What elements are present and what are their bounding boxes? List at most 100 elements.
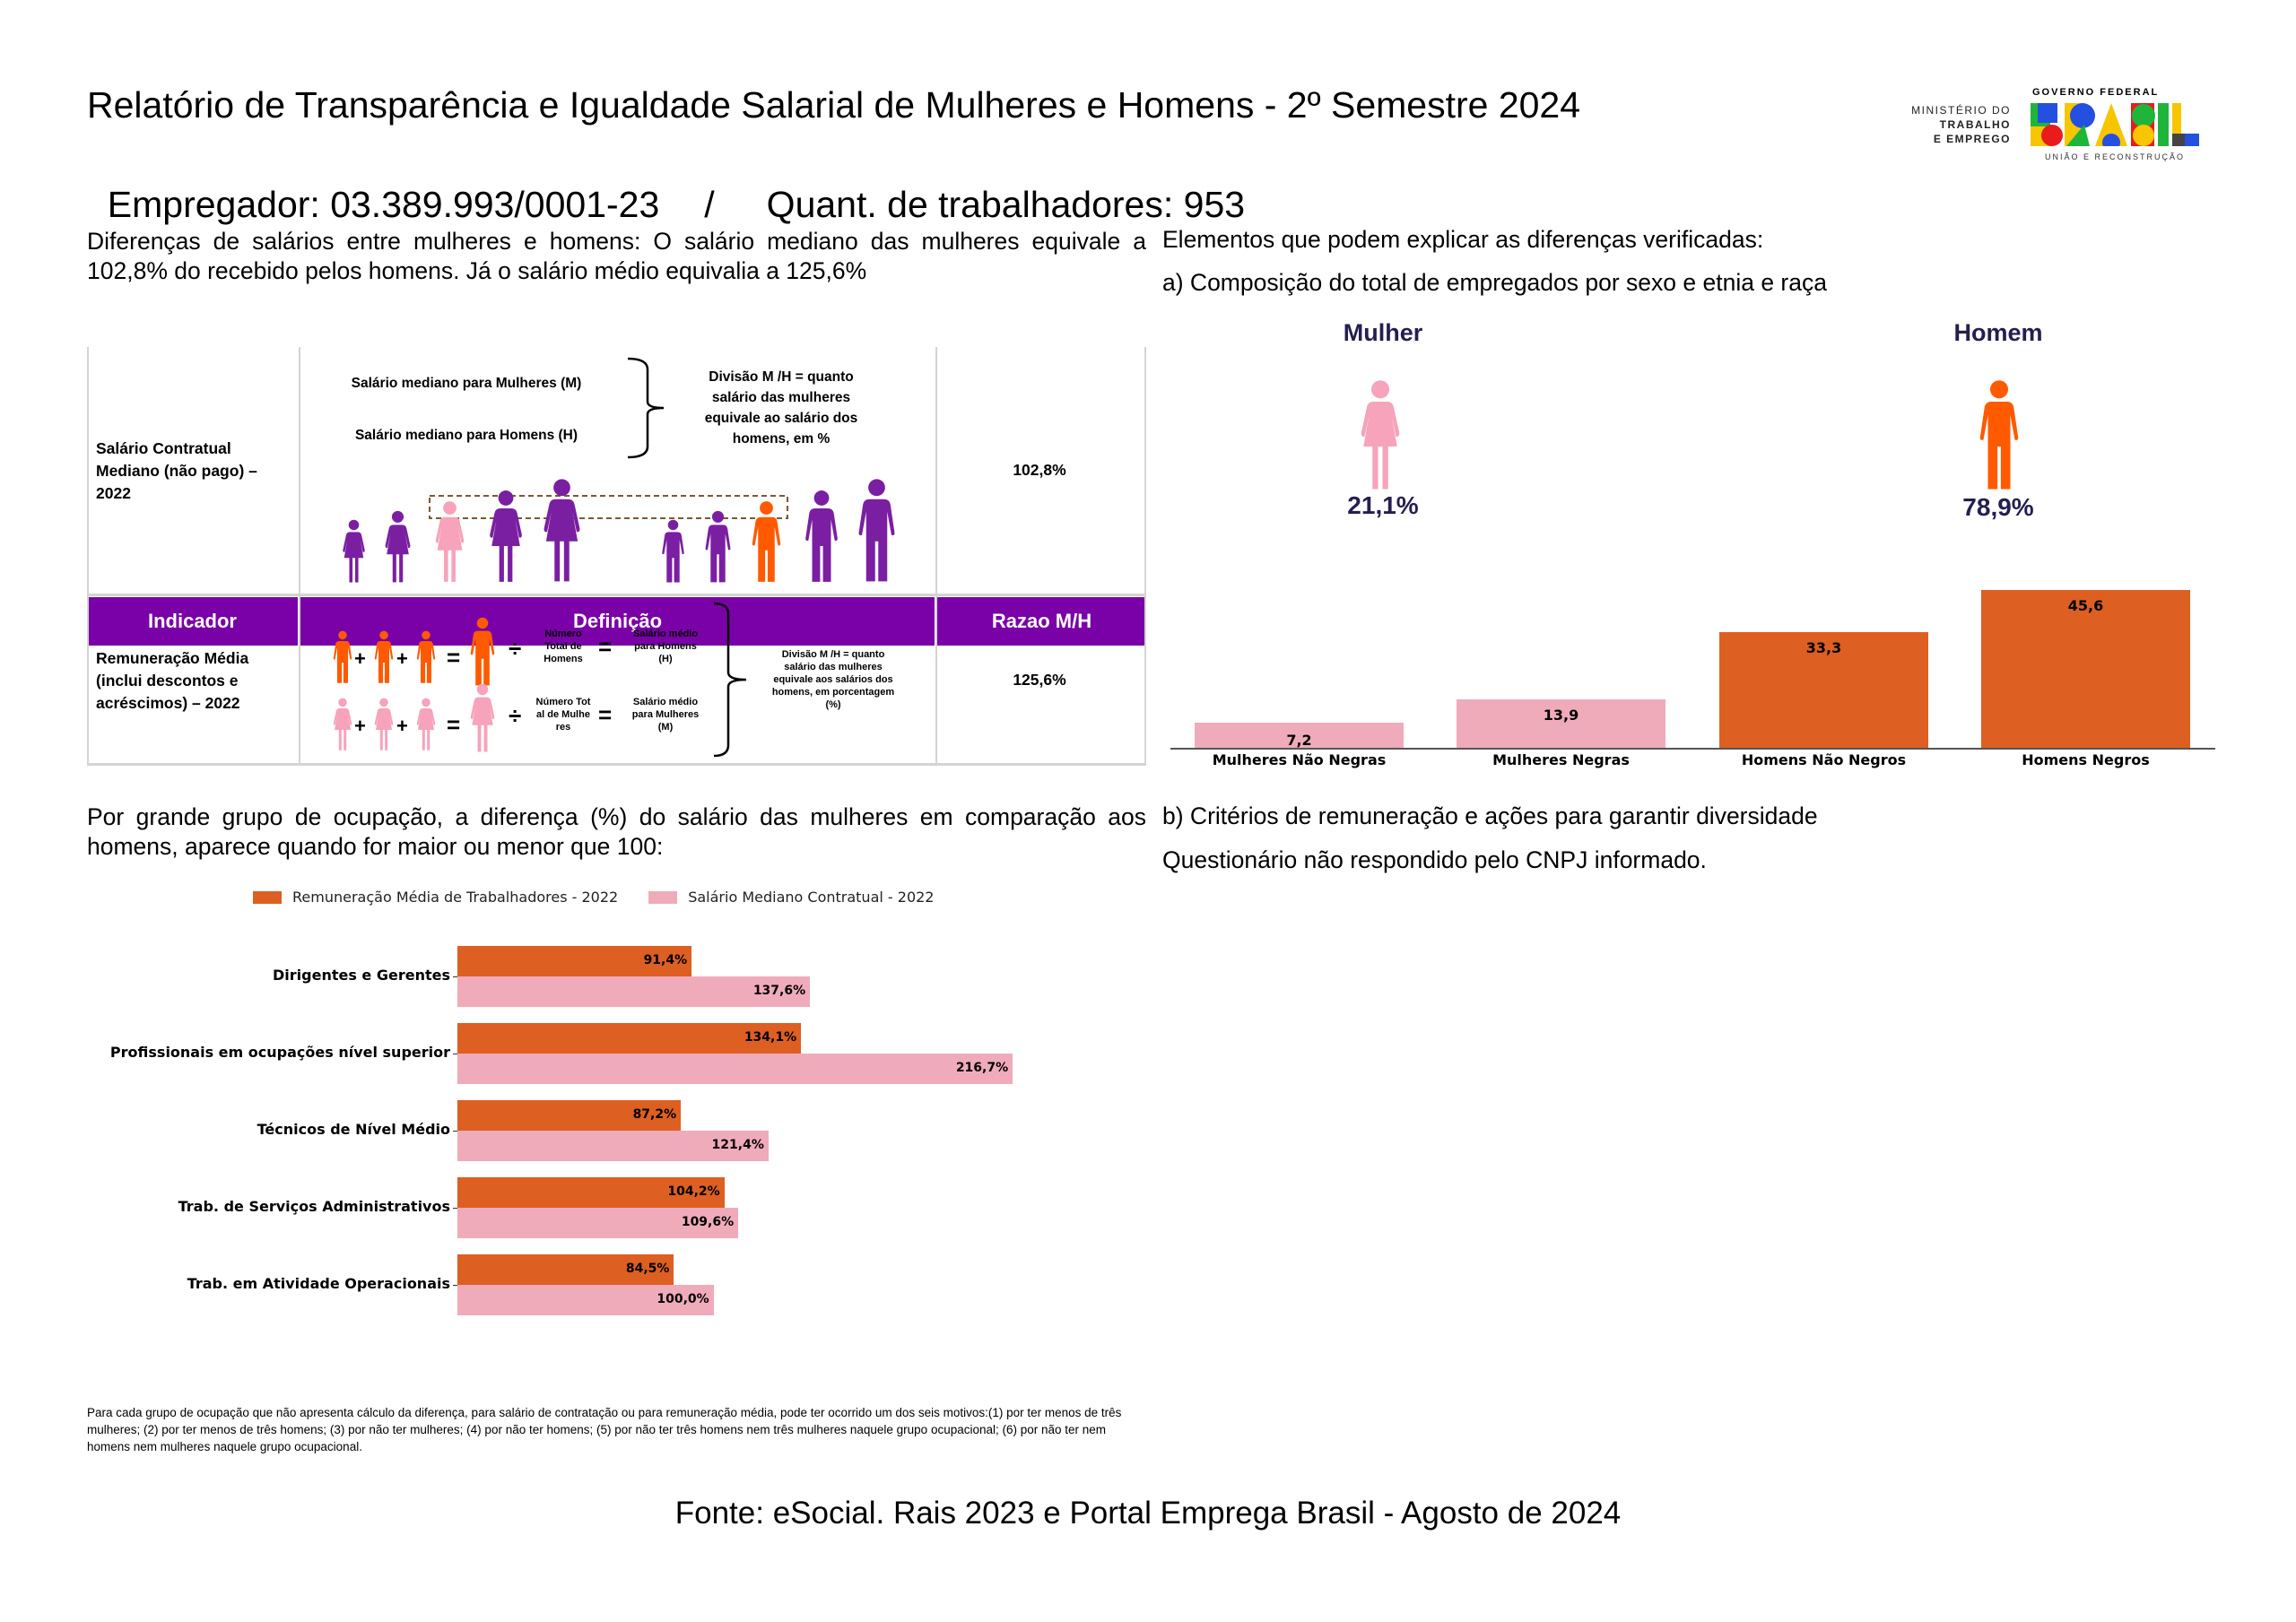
divide-symbol: ÷ xyxy=(509,635,522,662)
legend-swatch-orange xyxy=(253,890,282,904)
worker-count: Quant. de trabalhadores: 953 xyxy=(766,184,1246,225)
man-figure-icon xyxy=(662,519,684,583)
woman-figure-icon xyxy=(544,479,580,582)
section-b-text: Questionário não respondido pelo CNPJ in… xyxy=(1162,846,1707,873)
bar xyxy=(457,1177,725,1208)
row1-brace-icon xyxy=(627,357,665,459)
bar-value-label: 104,2% xyxy=(667,1184,720,1199)
row2-def-result: Divisão M /H = quanto salário das mulher… xyxy=(771,649,895,710)
women-avg-text: Salário médio para Mulheres (M) xyxy=(631,697,700,733)
y-tick-label: Profissionais em ocupações nível superio… xyxy=(109,1044,450,1061)
bar-value-label: 13,9 xyxy=(1543,707,1579,724)
bar-value-label: 216,7% xyxy=(955,1061,1009,1075)
equals-symbol: = xyxy=(598,633,613,660)
woman-label: Mulher xyxy=(1343,319,1423,346)
woman-figure-icon xyxy=(385,510,411,583)
y-tick xyxy=(453,976,457,977)
bar-value-label: 45,6 xyxy=(2067,596,2104,614)
x-tick-label: Homens Negros xyxy=(2022,751,2150,768)
legend-item-avg: Remuneração Média de Trabalhadores - 202… xyxy=(253,889,618,906)
woman-figure-icon xyxy=(333,698,352,750)
section-b-title: b) Critérios de remuneração e ações para… xyxy=(1162,802,1818,829)
bar xyxy=(1195,723,1404,748)
bar-value-label: 7,2 xyxy=(1286,732,1312,750)
y-tick-label: Trab. de Serviços Administrativos xyxy=(178,1198,450,1215)
bar xyxy=(457,1100,682,1131)
bar xyxy=(457,976,811,1007)
median-highlight-box xyxy=(429,495,788,519)
y-tick-label: Dirigentes e Gerentes xyxy=(273,967,450,984)
y-tick xyxy=(453,1131,457,1132)
col-header-definition: Definição xyxy=(300,597,935,646)
logo-gov-bottom: UNIÃO E RECONSTRUÇÃO xyxy=(2045,152,2186,161)
legend-label: Salário Mediano Contratual - 2022 xyxy=(688,889,935,906)
bar-value-label: 87,2% xyxy=(632,1107,677,1122)
employer-line: Empregador: 03.389.993/0001-23 / Quant. de… xyxy=(87,142,1245,226)
x-axis-line xyxy=(1170,748,2215,750)
table-illustrations xyxy=(333,357,895,758)
footnote: Para cada grupo de ocupação que não apre… xyxy=(87,1406,1122,1453)
y-tick xyxy=(453,1285,457,1286)
bar-value-label: 137,6% xyxy=(752,984,806,998)
row1-def-women: Salário mediano para Mulheres (M) xyxy=(351,376,582,391)
plus-symbol: + xyxy=(354,647,366,670)
man-icon xyxy=(1979,380,2019,490)
man-figure-icon xyxy=(470,617,495,686)
bar xyxy=(457,1023,802,1054)
bar xyxy=(1981,589,2190,748)
brasil-wordmark-icon xyxy=(2031,103,2199,146)
ministry-line2: TRABALHO xyxy=(1939,118,2011,131)
source-footer: Fonte: eSocial. Rais 2023 e Portal Empre… xyxy=(674,1496,1622,1531)
equals-symbol: = xyxy=(598,701,613,728)
women-count-text: Número Total de Mulheres xyxy=(535,697,591,733)
woman-percentage: 21,1% xyxy=(1347,491,1419,519)
section-a-title: a) Composição do total de empregados por… xyxy=(1162,269,1827,296)
woman-figure-icon xyxy=(374,698,394,750)
y-tick xyxy=(453,1208,457,1209)
legend-item-median: Salário Mediano Contratual - 2022 xyxy=(648,889,934,906)
bar-value-label: 121,4% xyxy=(711,1138,764,1152)
bar xyxy=(457,1254,674,1285)
woman-figure-icon xyxy=(490,490,522,582)
bar-value-label: 134,1% xyxy=(744,1030,797,1045)
bar-value-label: 109,6% xyxy=(681,1215,735,1229)
man-figure-icon xyxy=(416,630,436,683)
employer-id: Empregador: 03.389.993/0001-23 xyxy=(107,184,660,225)
median-woman-figure-icon xyxy=(435,501,465,582)
occupation-chart-legend: Remuneração Média de Trabalhadores - 202… xyxy=(253,889,934,906)
logo-gov-top: GOVERNO FEDERAL xyxy=(2032,87,2160,98)
y-tick-label: Técnicos de Nível Médio xyxy=(257,1121,450,1138)
separator: / xyxy=(704,184,715,225)
legend-label: Remuneração Média de Trabalhadores - 202… xyxy=(292,889,619,906)
woman-icon xyxy=(1361,380,1400,490)
ministry-line1: MINISTÉRIO DO xyxy=(1911,104,2011,117)
plus-symbol: + xyxy=(396,715,408,737)
bar-value-label: 33,3 xyxy=(1805,639,1842,657)
occupation-intro: Por grande grupo de ocupação, a diferenç… xyxy=(87,803,1146,860)
bar xyxy=(457,1208,739,1238)
indicator-table: Indicador Definição Razao M/H xyxy=(87,299,1146,766)
government-logo: MINISTÉRIO DO TRABALHO E EMPREGO GOVERNO… xyxy=(1892,85,2215,170)
man-figure-icon xyxy=(333,630,352,683)
plus-symbol: + xyxy=(354,715,366,737)
row1-def-result: Divisão M /H = quanto salário das mulher… xyxy=(704,369,858,447)
men-count-text: Número Total de Homens xyxy=(544,629,583,664)
right-heading: Elementos que podem explicar as diferenç… xyxy=(1162,226,1764,253)
man-percentage: 78,9% xyxy=(1962,493,2034,521)
row1-def-men: Salário mediano para Homens (H) xyxy=(354,428,578,443)
bar xyxy=(457,1131,769,1161)
bar xyxy=(457,946,692,976)
bar xyxy=(1457,699,1665,748)
man-figure-icon xyxy=(705,510,731,583)
bar xyxy=(457,1054,1013,1084)
occupation-chart: Dirigentes e Gerentes 91,4% 137,6% Profissi… xyxy=(0,932,1148,1327)
x-tick-label: Mulheres Não Negras xyxy=(1212,751,1387,768)
woman-figure-icon xyxy=(470,683,495,752)
race-composition-chart: 7,2 Mulheres Não Negras 13,9 Mulheres Negra… xyxy=(1166,574,2224,780)
x-tick-label: Homens Não Negros xyxy=(1741,751,1907,768)
col-header-indicator: Indicador xyxy=(87,597,298,646)
bar xyxy=(457,1285,714,1315)
row1-ratio: 102,8% xyxy=(1013,461,1066,479)
salary-difference-intro: Diferenças de salários entre mulheres e … xyxy=(87,228,1146,284)
bar-value-label: 84,5% xyxy=(625,1262,670,1276)
